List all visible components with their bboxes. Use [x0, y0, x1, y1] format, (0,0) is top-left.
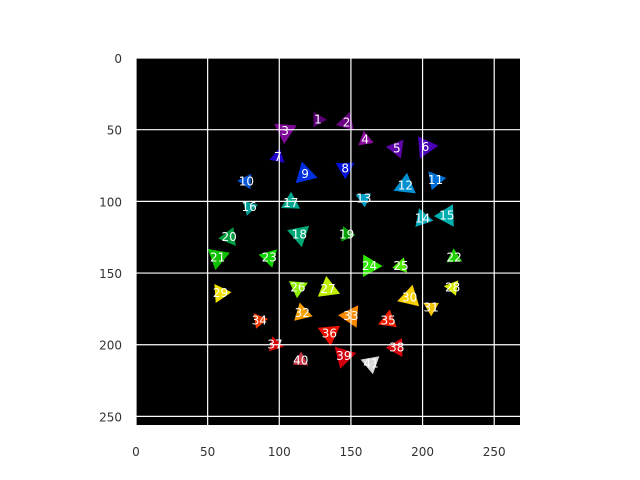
- segment-24: [362, 254, 383, 277]
- segment-22: [446, 248, 463, 263]
- y-tick-label: 200: [99, 339, 122, 353]
- y-tick-label: 150: [99, 267, 122, 281]
- segment-9: [295, 161, 318, 184]
- y-tick-label: 50: [107, 124, 122, 138]
- segment-label-4: 4: [361, 133, 369, 147]
- segment-29: [214, 284, 232, 303]
- segment-label-29: 29: [213, 286, 228, 300]
- segment-label-22: 22: [446, 250, 461, 264]
- segment-label-21: 21: [210, 250, 225, 264]
- segment-2: [335, 112, 355, 131]
- segment-label-18: 18: [292, 227, 307, 241]
- segment-label-14: 14: [415, 212, 430, 226]
- segment-19: [341, 226, 356, 242]
- segment-label-25: 25: [393, 259, 408, 273]
- segment-16: [242, 200, 258, 216]
- segment-label-27: 27: [320, 282, 335, 296]
- segment-label-26: 26: [290, 280, 305, 294]
- segment-15: [433, 204, 454, 227]
- segment-label-3: 3: [281, 124, 289, 138]
- segment-30: [397, 284, 420, 307]
- segment-label-8: 8: [341, 161, 349, 175]
- segment-20: [218, 227, 236, 246]
- segment-32: [294, 302, 313, 321]
- segment-label-1: 1: [314, 113, 322, 127]
- x-axis-ticks: 0 50 100 150 200 250: [132, 445, 505, 459]
- segment-label-24: 24: [362, 259, 377, 273]
- segment-label-13: 13: [356, 191, 371, 205]
- y-axis-ticks: 0 50 100 150 200 250: [99, 52, 122, 424]
- x-tick-label: 250: [483, 445, 506, 459]
- segment-label-6: 6: [422, 140, 430, 154]
- segment-12: [393, 172, 416, 194]
- segment-label-20: 20: [221, 230, 236, 244]
- segment-8: [335, 162, 355, 180]
- segment-label-30: 30: [402, 290, 417, 304]
- segment-18: [287, 225, 310, 248]
- segment-28: [443, 280, 459, 296]
- segment-37: [269, 336, 284, 352]
- segment-17: [281, 191, 301, 209]
- segment-25: [392, 257, 408, 273]
- segment-label-37: 37: [267, 338, 282, 352]
- segment-13: [355, 193, 372, 208]
- segment-35: [378, 309, 397, 328]
- segment-label-16: 16: [242, 200, 257, 214]
- segment-label-7: 7: [274, 150, 282, 164]
- segment-label-10: 10: [239, 174, 254, 188]
- segment-40: [292, 351, 309, 366]
- segment-21: [207, 248, 230, 271]
- segment-label-39: 39: [336, 349, 351, 363]
- segment-label-23: 23: [262, 250, 277, 264]
- segment-23: [258, 249, 277, 268]
- segment-label-34: 34: [252, 313, 267, 327]
- x-tick-label: 200: [411, 445, 434, 459]
- segment-41: [360, 356, 380, 375]
- y-tick-label: 250: [99, 410, 122, 424]
- segment-label-33: 33: [343, 309, 358, 323]
- x-tick-label: 150: [339, 445, 362, 459]
- image-background: [136, 58, 520, 425]
- segment-label-5: 5: [393, 141, 401, 155]
- segment-26: [288, 281, 308, 299]
- segment-label-15: 15: [439, 209, 454, 223]
- segment-label-28: 28: [445, 280, 460, 294]
- segment-label-40: 40: [293, 353, 308, 367]
- segment-36: [317, 325, 341, 347]
- segment-label-12: 12: [398, 179, 413, 193]
- x-tick-label: 100: [268, 445, 291, 459]
- segment-label-11: 11: [428, 173, 443, 187]
- segment-label-36: 36: [322, 326, 337, 340]
- segment-label-31: 31: [424, 300, 439, 314]
- segment-10: [237, 173, 252, 190]
- segment-31: [423, 302, 439, 317]
- x-tick-label: 0: [132, 445, 140, 459]
- grid-layer: [135, 57, 520, 425]
- segment-label-17: 17: [283, 196, 298, 210]
- segment-label-9: 9: [301, 167, 309, 181]
- segment-7: [269, 148, 285, 163]
- segment-label-38: 38: [389, 341, 404, 355]
- segment-label-19: 19: [339, 227, 354, 241]
- segment-label-41: 41: [363, 356, 378, 370]
- segment-5: [385, 139, 404, 159]
- segment-27: [317, 275, 341, 297]
- segment-4: [358, 130, 374, 146]
- y-tick-label: 100: [99, 195, 122, 209]
- segments-layer: [207, 111, 463, 375]
- segment-14: [415, 208, 434, 227]
- segment-38: [385, 338, 403, 357]
- segment-1: [313, 111, 327, 128]
- x-tick-label: 50: [200, 445, 215, 459]
- segment-label-32: 32: [295, 306, 310, 320]
- segment-34: [253, 313, 269, 329]
- segment-label-35: 35: [381, 313, 396, 327]
- y-tick-label: 0: [114, 52, 122, 66]
- segment-11: [428, 171, 447, 191]
- segment-33: [338, 305, 359, 328]
- segment-label-2: 2: [343, 116, 351, 130]
